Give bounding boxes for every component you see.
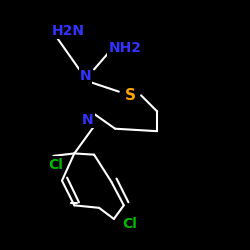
Text: N: N bbox=[82, 113, 94, 127]
Text: Cl: Cl bbox=[122, 217, 138, 231]
Text: S: S bbox=[124, 88, 136, 103]
Text: NH2: NH2 bbox=[108, 41, 142, 55]
Text: Cl: Cl bbox=[48, 158, 63, 172]
Text: N: N bbox=[80, 68, 91, 82]
Text: H2N: H2N bbox=[52, 24, 85, 38]
